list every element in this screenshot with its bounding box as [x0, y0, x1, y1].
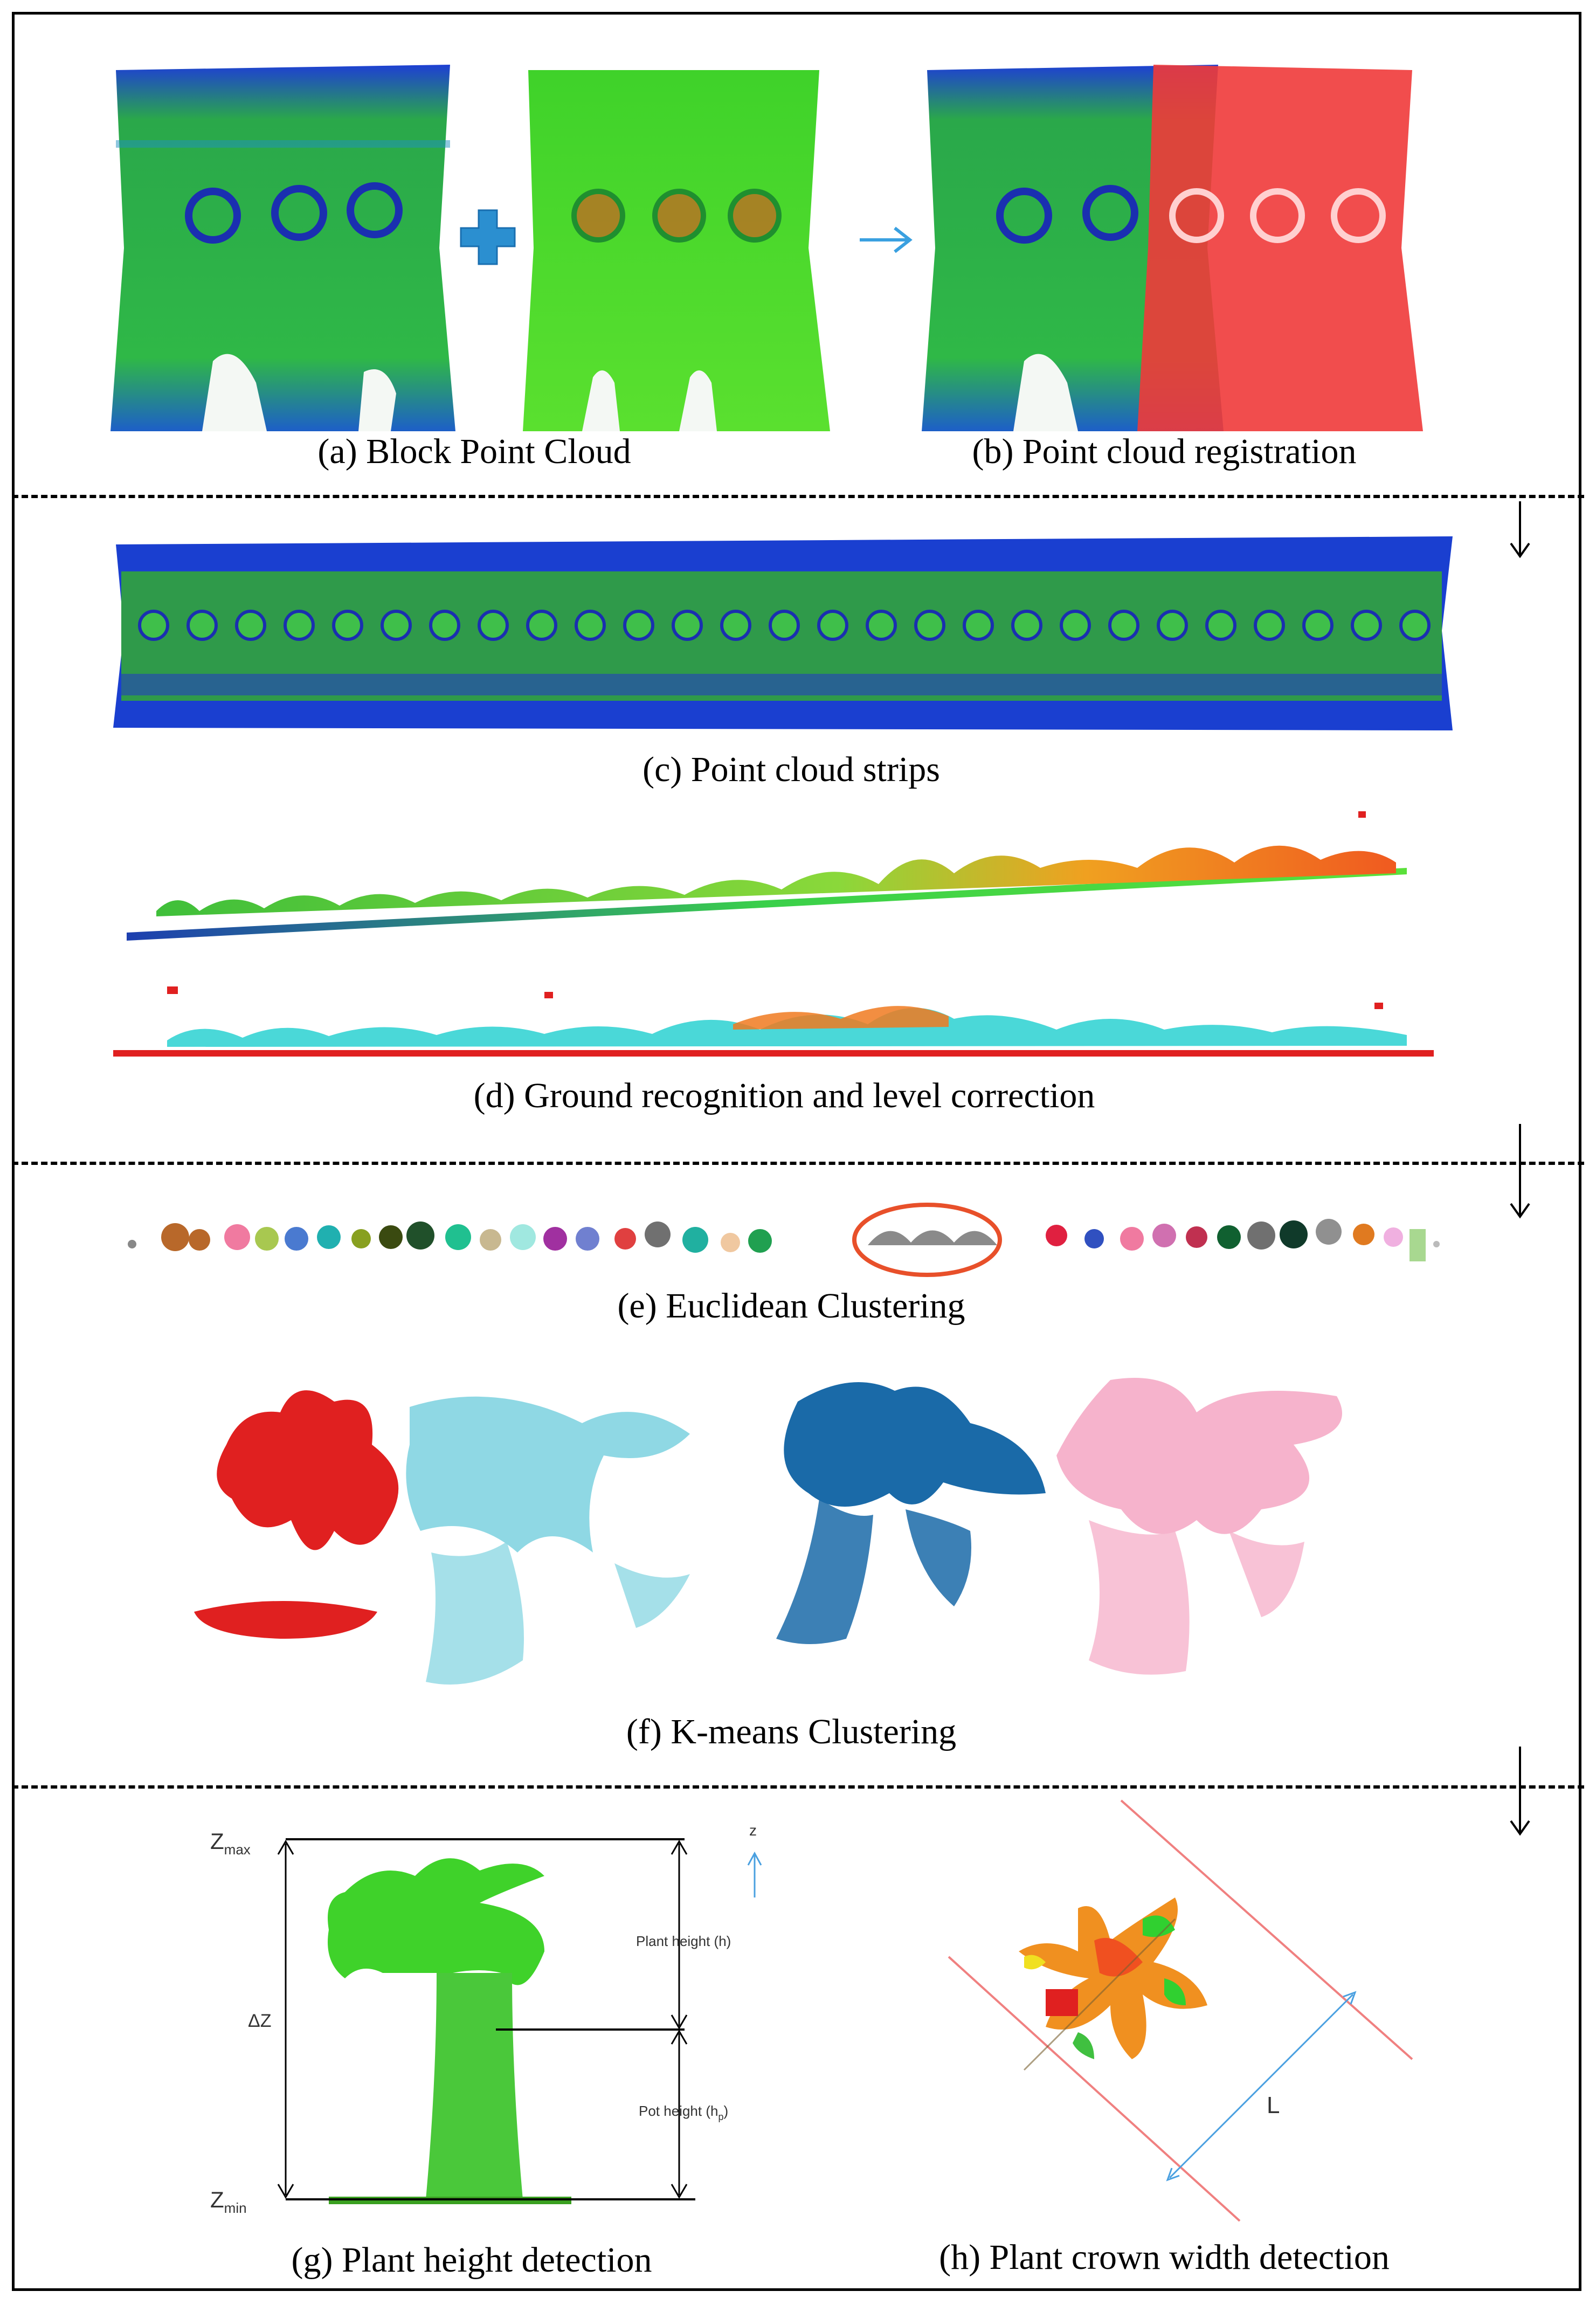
- plant-height-diagram: Zmax Zmin ΔZ z Plant height (h) Pot heig…: [210, 1822, 762, 2216]
- arrow-down-icon: [1510, 1747, 1530, 1836]
- plant-pot: [426, 1973, 523, 2199]
- kmeans-cluster-lightblue: [406, 1396, 690, 1685]
- plus-icon: [460, 209, 516, 265]
- block-point-cloud-right: [523, 70, 830, 431]
- plant-canopy: [328, 1858, 544, 1985]
- caption-f: (f) K-means Clustering: [626, 1712, 957, 1751]
- label-pot-height: Pot height (hp): [639, 2103, 728, 2122]
- caption-d: (d) Ground recognition and level correct…: [473, 1076, 1095, 1115]
- arrow-down-icon: [1510, 1124, 1530, 1219]
- euclidean-clusters: [128, 1203, 1440, 1277]
- label-delta-z: ΔZ: [248, 2011, 271, 2031]
- caption-c: (c) Point cloud strips: [642, 750, 940, 789]
- cluster-highlight: [852, 1203, 1002, 1277]
- ground-level-corrected-strip: [113, 986, 1434, 1057]
- label-zmax: Zmax: [210, 1828, 251, 1858]
- section-divider: [12, 1162, 1584, 1165]
- caption-a: (a) Block Point Cloud: [317, 432, 631, 471]
- label-crown-length: L: [1267, 2092, 1280, 2118]
- kmeans-cluster-red: [194, 1390, 399, 1639]
- section-divider: [12, 495, 1584, 498]
- caption-h: (h) Plant crown width detection: [939, 2238, 1390, 2277]
- ground-tilted-strip: [127, 811, 1407, 941]
- kmeans-clusters: [194, 1378, 1342, 1685]
- label-plant-height: Plant height (h): [636, 1933, 731, 1949]
- section-divider: [12, 1785, 1584, 1789]
- registration-point-cloud: [922, 65, 1423, 431]
- caption-e: (e) Euclidean Clustering: [617, 1286, 965, 1326]
- label-zmin: Zmin: [210, 2187, 247, 2216]
- kmeans-cluster-darkblue: [776, 1382, 1046, 1644]
- point-cloud-strip: [113, 536, 1453, 730]
- figure-frame: [12, 12, 1581, 2291]
- caption-b: (b) Point cloud registration: [972, 432, 1357, 471]
- label-axis-z: z: [749, 1822, 757, 1839]
- block-point-cloud-left: [110, 65, 455, 431]
- crown-points: [1019, 1897, 1207, 2059]
- arrow-down-icon: [1510, 501, 1530, 558]
- caption-g: (g) Plant height detection: [291, 2240, 652, 2280]
- arrow-right-icon: [860, 226, 913, 253]
- kmeans-cluster-pink: [1056, 1378, 1342, 1675]
- plant-crown-diagram: L: [948, 1799, 1413, 2222]
